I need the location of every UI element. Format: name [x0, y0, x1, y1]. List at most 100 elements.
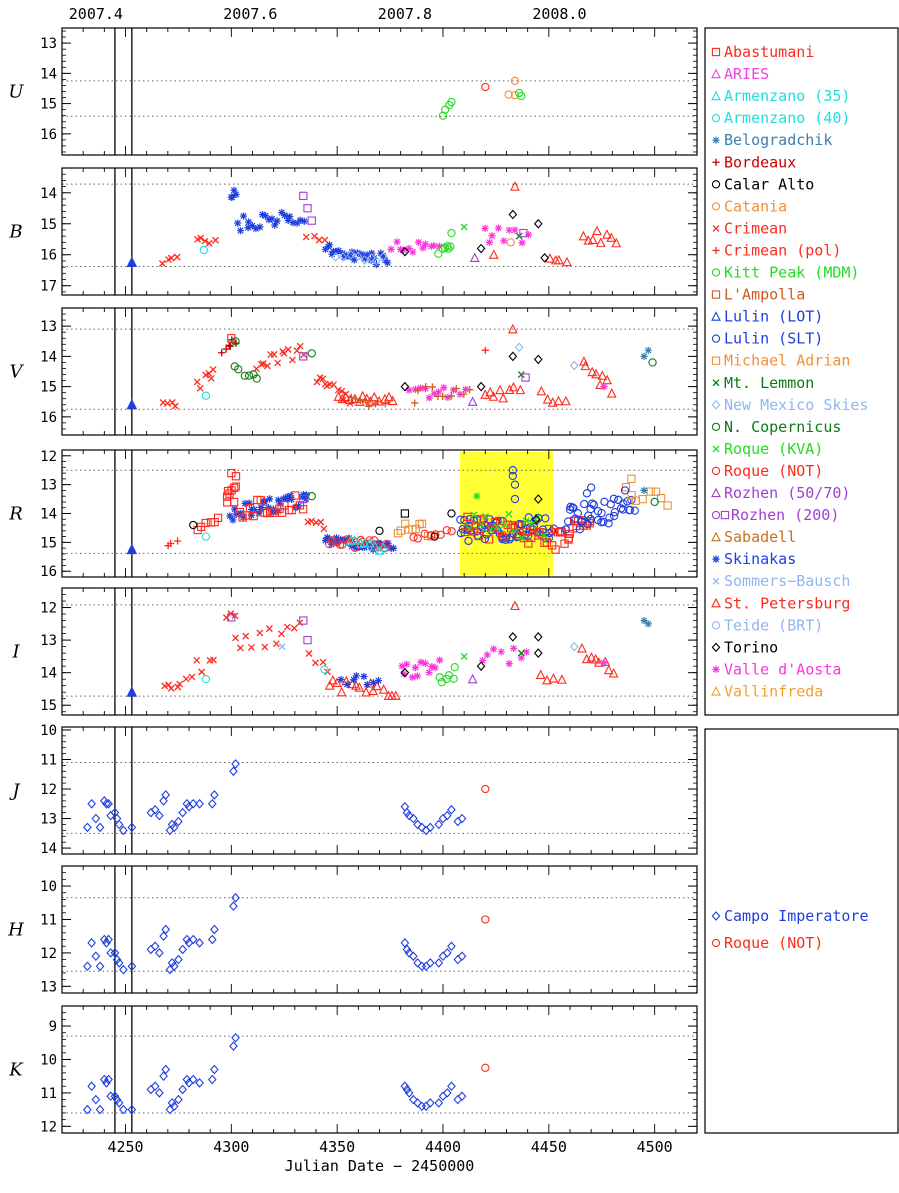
- data-point: [150, 804, 160, 815]
- data-point: [597, 370, 608, 380]
- data-point: [511, 527, 518, 535]
- data-point: [375, 526, 384, 535]
- data-point: [409, 1094, 418, 1105]
- data-point: [473, 492, 481, 500]
- legend-label: St. Petersburg: [724, 594, 850, 612]
- data-point: [146, 807, 156, 818]
- data-point: [484, 535, 494, 544]
- data-point: [430, 242, 438, 250]
- data-point: [404, 948, 414, 958]
- data-point: [640, 352, 648, 360]
- data-point: [405, 244, 413, 253]
- data-point: [447, 392, 456, 400]
- legend-nir: Campo Imperatore Roque (NOT): [711, 907, 869, 952]
- data-point: [357, 390, 368, 401]
- data-point: [201, 532, 211, 541]
- data-point: [393, 238, 401, 246]
- data-point: [481, 346, 489, 354]
- data-point: [231, 1032, 240, 1043]
- y-tick-label: 12: [40, 601, 57, 617]
- legend-label: Crimean: [724, 219, 787, 237]
- panel-frame: [61, 307, 698, 436]
- y-tick-label: 15: [40, 380, 57, 396]
- panel-frame: [61, 27, 698, 156]
- legend-label: Roque (NOT): [724, 934, 823, 952]
- data-point: [651, 487, 661, 496]
- y-tick-label: 13: [40, 478, 57, 494]
- data-point: [244, 371, 254, 380]
- data-point: [400, 667, 410, 678]
- data-point: [531, 516, 541, 525]
- data-point: [440, 243, 450, 252]
- data-point: [420, 529, 429, 538]
- data-point: [104, 1074, 113, 1085]
- data-point: [602, 374, 612, 385]
- data-point: [337, 393, 348, 404]
- data-point: [199, 245, 208, 255]
- data-point: [396, 526, 405, 535]
- data-point: [500, 237, 508, 245]
- legend-marker: [711, 180, 721, 189]
- data-point: [517, 649, 525, 657]
- legend-label: N. Copernicus: [724, 418, 841, 436]
- data-point: [195, 798, 204, 809]
- data-point: [557, 674, 567, 684]
- legend-nir-box: [704, 728, 899, 1134]
- data-point: [229, 766, 238, 777]
- band-label: B: [8, 222, 22, 243]
- data-point: [252, 225, 260, 233]
- data-point: [367, 252, 376, 263]
- data-point: [238, 513, 247, 522]
- data-point: [569, 503, 578, 513]
- data-point: [606, 232, 617, 242]
- data-point: [150, 1081, 160, 1092]
- data-point: [404, 1088, 414, 1098]
- data-point: [480, 534, 490, 544]
- data-point: [95, 961, 105, 972]
- data-point: [428, 663, 436, 671]
- data-point: [284, 346, 292, 353]
- legend-marker: [711, 202, 721, 211]
- data-point: [104, 798, 113, 809]
- data-point: [114, 819, 124, 830]
- data-point: [319, 658, 327, 666]
- data-point: [515, 384, 526, 395]
- data-point: [378, 684, 389, 694]
- data-point: [207, 798, 217, 809]
- data-point: [169, 822, 179, 833]
- band-label: U: [8, 82, 24, 103]
- data-point: [231, 482, 240, 491]
- data-point: [299, 616, 308, 625]
- legend-label: Skinakas: [724, 550, 796, 568]
- data-point: [207, 374, 215, 382]
- data-point: [127, 961, 137, 972]
- data-point: [476, 661, 486, 671]
- data-point: [346, 249, 356, 260]
- data-point: [364, 537, 375, 548]
- legend-marker: [712, 158, 720, 166]
- data-point: [442, 1088, 452, 1098]
- data-point: [521, 373, 530, 382]
- data-point: [379, 252, 388, 262]
- data-point: [447, 804, 456, 815]
- data-point: [229, 483, 239, 493]
- data-point: [400, 509, 410, 518]
- data-point: [278, 630, 285, 638]
- data-point: [465, 525, 473, 533]
- data-point: [287, 505, 296, 515]
- legend-marker: [712, 555, 720, 563]
- legend-marker: [711, 487, 721, 498]
- data-point: [197, 234, 205, 242]
- data-point: [102, 798, 111, 809]
- legend-optical: Abastumani ARIES Armenzano (35) Armenzano (…: [711, 43, 869, 700]
- data-point: [409, 951, 418, 962]
- data-point: [508, 466, 517, 475]
- data-point: [207, 934, 217, 945]
- data-point: [383, 259, 392, 267]
- data-point: [590, 653, 601, 664]
- legend-marker: [711, 938, 721, 948]
- legend-marker: [711, 290, 721, 299]
- data-point: [169, 961, 179, 972]
- band-label: H: [7, 920, 24, 941]
- band-label: I: [11, 642, 20, 663]
